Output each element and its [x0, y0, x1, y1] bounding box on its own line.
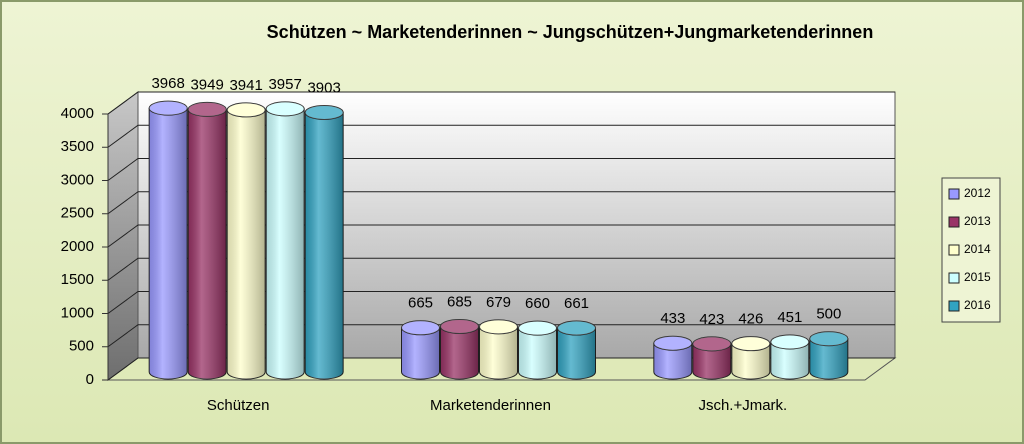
legend-label: 2016 — [964, 298, 991, 312]
grid-line — [107, 124, 895, 148]
value-label: 500 — [816, 306, 841, 323]
cylinder-top-highlight — [440, 319, 479, 334]
cylinder-shade — [401, 327, 440, 380]
value-label: 433 — [660, 310, 685, 327]
cylinder-top — [401, 320, 440, 336]
grid-line — [107, 224, 895, 248]
cylinder-top — [148, 100, 188, 116]
y-tick-label: 1500 — [61, 271, 94, 288]
legend-label: 2012 — [964, 186, 991, 200]
cylinder-top — [731, 336, 771, 352]
value-label: 665 — [408, 295, 433, 312]
cylinder-top-highlight — [653, 336, 692, 351]
y-tick-label: 0 — [86, 371, 94, 388]
legend-swatch — [948, 216, 960, 228]
value-label: 685 — [447, 293, 472, 310]
cylinder-top-highlight — [305, 105, 344, 120]
cylinder-shade — [557, 328, 596, 380]
y-tick-label: 500 — [69, 338, 94, 355]
cylinder-top-highlight — [479, 319, 518, 334]
cylinder-top — [809, 331, 849, 347]
cylinder-shade — [770, 342, 809, 380]
cylinder-shade — [731, 343, 770, 380]
cylinder-shade — [653, 343, 692, 380]
cylinder-top — [304, 104, 344, 120]
cylinder-top-highlight — [149, 101, 188, 116]
cylinder-top — [479, 319, 518, 335]
cylinder-shade — [809, 338, 848, 380]
cylinder-top — [440, 318, 479, 334]
cylinder-shade — [188, 109, 227, 380]
cylinder-shade — [692, 343, 731, 380]
cylinder-shade — [479, 326, 518, 380]
grid-line — [107, 191, 895, 215]
y-tick-label: 3500 — [61, 138, 94, 155]
value-label: 3957 — [268, 76, 301, 93]
cylinder-top — [653, 335, 693, 351]
x-tick-label: Jsch.+Jmark. — [698, 397, 787, 414]
value-label: 423 — [699, 311, 724, 328]
grid-line — [107, 257, 895, 281]
cylinder-top-highlight — [770, 335, 809, 350]
legend-swatch — [948, 188, 960, 200]
x-tick-label: Schützen — [207, 397, 270, 414]
legend-swatch — [948, 244, 960, 256]
cylinder-top — [265, 101, 305, 117]
legend-label: 2015 — [964, 270, 991, 284]
cylinder-shade — [440, 326, 479, 380]
cylinder-shade — [149, 108, 188, 380]
value-label: 426 — [738, 311, 763, 328]
cylinder-top-highlight — [518, 321, 557, 336]
y-tick-label: 2500 — [61, 205, 94, 222]
legend-swatch — [948, 272, 960, 284]
cylinder-top-highlight — [227, 102, 266, 117]
cylinder-shade — [305, 112, 344, 380]
cylinder-top-highlight — [731, 336, 770, 351]
cylinder-top — [226, 102, 266, 118]
x-tick-label: Marketenderinnen — [430, 397, 551, 414]
grid-line — [107, 324, 895, 348]
cylinder-top-highlight — [809, 331, 848, 346]
cylinder-top-highlight — [557, 321, 596, 336]
y-tick-label: 2000 — [61, 238, 94, 255]
cylinder-top-highlight — [692, 336, 731, 351]
grid-line — [107, 158, 895, 181]
cylinder-top — [770, 334, 810, 350]
value-label: 661 — [564, 295, 589, 312]
cylinder-top — [518, 320, 557, 336]
legend-label: 2014 — [964, 242, 991, 256]
cylinder-shade — [266, 108, 305, 380]
grid-line — [107, 91, 895, 115]
grid-line — [107, 357, 895, 381]
cylinder-top — [187, 101, 227, 117]
y-tick-label: 3000 — [61, 171, 94, 188]
legend-swatch — [948, 300, 960, 312]
cylinder-shade — [518, 328, 557, 380]
cylinder-top — [692, 336, 732, 352]
value-label: 3949 — [190, 76, 223, 93]
chart-title: Schützen ~ Marketenderinnen ~ Jungschütz… — [267, 22, 874, 42]
legend-label: 2013 — [964, 214, 991, 228]
y-tick-label: 4000 — [61, 105, 94, 122]
value-label: 660 — [525, 295, 550, 312]
value-label: 3968 — [151, 75, 184, 92]
cylinder-top — [557, 320, 596, 336]
value-label: 3903 — [307, 79, 340, 96]
value-label: 679 — [486, 294, 511, 311]
cylinder-top-highlight — [266, 101, 305, 116]
value-label: 451 — [777, 309, 802, 326]
cylinder-top-highlight — [188, 102, 227, 117]
cylinder-top-highlight — [401, 320, 440, 335]
cylinder-shade — [227, 109, 266, 379]
y-tick-label: 1000 — [61, 304, 94, 321]
value-label: 3941 — [229, 77, 262, 94]
grid-line — [107, 291, 895, 314]
